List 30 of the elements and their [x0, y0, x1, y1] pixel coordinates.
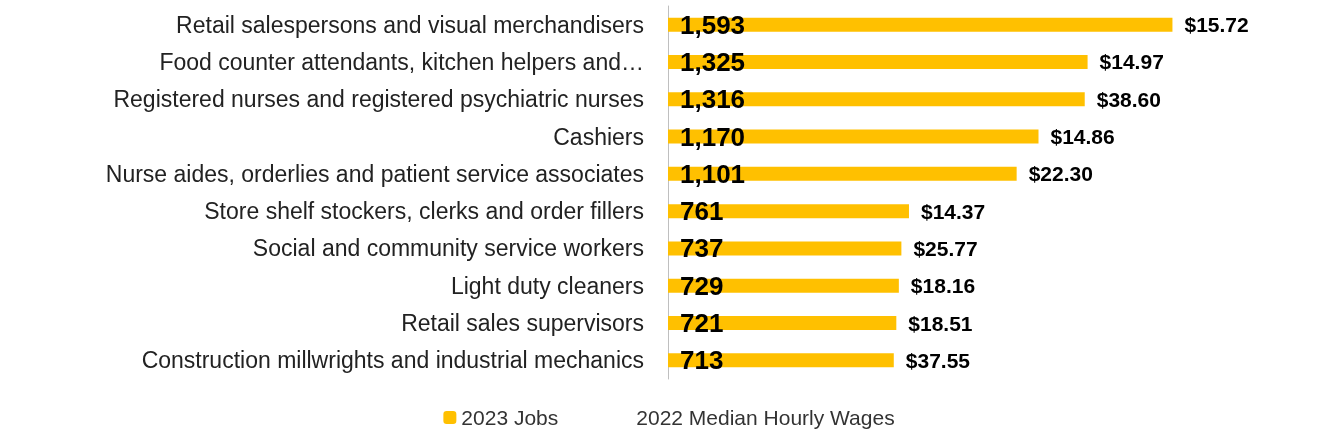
annotation: $14.37 — [920, 199, 986, 223]
annotation: $15.72 — [1184, 13, 1249, 37]
y-tick-label: Store shelf stockers, clerks and order fillers — [204, 198, 644, 225]
annotation: $18.51 — [908, 311, 973, 335]
bar — [668, 278, 899, 293]
data-label: 737 — [680, 233, 724, 264]
y-tick-label: Retail sales supervisors — [401, 310, 644, 337]
y-tick-label: Construction millwrights and industrial mechanics — [141, 347, 644, 374]
annotation: $14.86 — [1050, 125, 1115, 149]
data-label: 729 — [680, 270, 724, 301]
legend-label: 2023 Jobs — [461, 406, 559, 429]
text: 2022 Median Hourly Wages — [636, 406, 895, 429]
annotation: $14.97 — [1099, 50, 1164, 74]
data-label: 1,593 — [680, 9, 746, 40]
annotation: $18.16 — [910, 274, 976, 298]
y-tick-label: Light duty cleaners — [450, 272, 644, 299]
y-tick-label: Food counter attendants, kitchen helpers and… — [159, 48, 644, 75]
bar — [668, 241, 902, 256]
annotation: $22.30 — [1028, 162, 1093, 186]
data-label: 1,101 — [680, 158, 746, 189]
y-tick-label: Registered nurses and registered psychiatric nurses — [113, 86, 644, 113]
annotation: $37.55 — [905, 348, 971, 372]
y-tick-label: Cashiers — [553, 123, 644, 150]
y-tick-label: Nurse aides, orderlies and patient service associates — [105, 160, 644, 187]
data-label: 1,325 — [680, 46, 746, 77]
y-tick-label: Retail salespersons and visual merchandisers — [176, 11, 644, 38]
annotation: $38.60 — [1096, 87, 1161, 111]
data-label: 1,170 — [680, 121, 746, 152]
y-tick-label: Social and community service workers — [252, 235, 644, 262]
annotation: $25.77 — [913, 236, 978, 260]
